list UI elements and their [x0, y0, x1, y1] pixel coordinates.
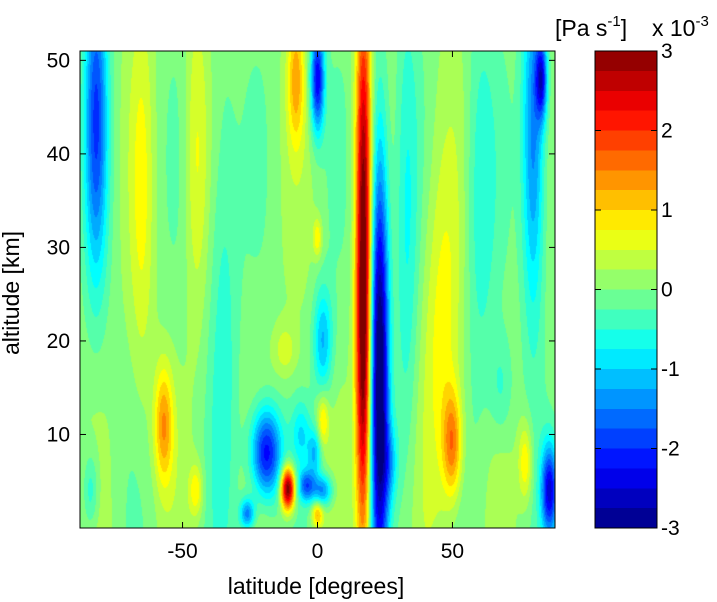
- colorbar-tick-label: 3: [661, 40, 673, 63]
- x-tick-label: -50: [167, 540, 197, 563]
- y-tick-label: 20: [47, 330, 70, 353]
- y-tick-label: 50: [47, 49, 70, 72]
- x-axis: -50 0 50: [167, 51, 464, 563]
- colorbar-gradient: [595, 51, 657, 528]
- colorbar-tick-label: 2: [661, 120, 673, 143]
- colorbar-tick-label: -1: [661, 358, 680, 381]
- y-tick-label: 30: [47, 236, 70, 259]
- heatmap-plot: -50 0 50 10 20 30 40 50: [47, 49, 556, 563]
- colorbar-tick-label: 1: [661, 199, 673, 222]
- colorbar-scale-label: x 10-3: [652, 13, 709, 41]
- x-axis-label: latitude [degrees]: [228, 573, 404, 599]
- x-tick-label: 0: [312, 540, 324, 563]
- heatmap-field: [80, 51, 555, 528]
- y-tick-label: 10: [47, 423, 70, 446]
- colorbar-unit-label: [Pa s-1]: [555, 13, 627, 41]
- y-tick-label: 40: [47, 143, 70, 166]
- colorbar: 3 2 1 0 -1 -2 -3: [594, 40, 680, 540]
- x-tick-label: 50: [441, 540, 464, 563]
- colorbar-tick-label: -3: [661, 517, 680, 540]
- colorbar-tick-label: 0: [661, 279, 673, 302]
- y-axis: 10 20 30 40 50: [47, 49, 555, 446]
- y-axis-label: altitude [km]: [0, 231, 24, 355]
- colorbar-tick-label: -2: [661, 438, 680, 461]
- colorbar-ticks: 3 2 1 0 -1 -2 -3: [595, 40, 680, 540]
